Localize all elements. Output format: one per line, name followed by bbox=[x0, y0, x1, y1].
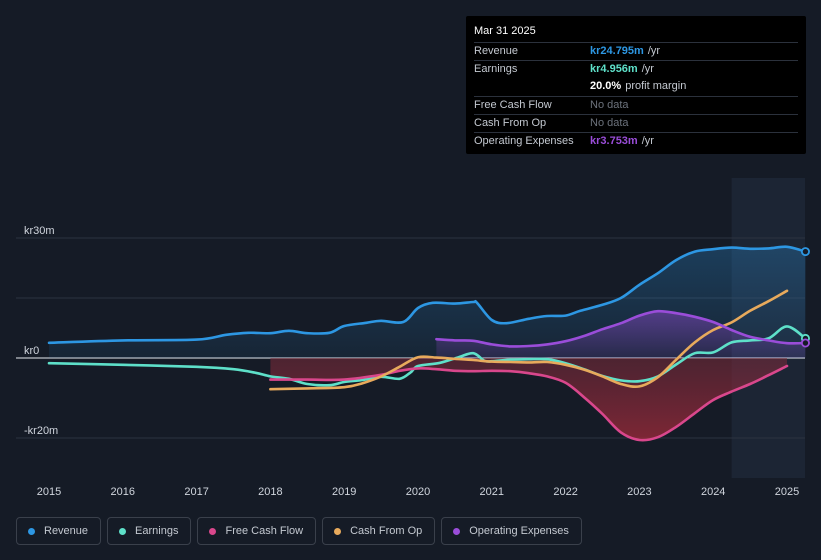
legend-item-operating-expenses[interactable]: Operating Expenses bbox=[441, 517, 582, 545]
operating-expenses-end-marker bbox=[800, 338, 810, 348]
legend-label: Revenue bbox=[44, 525, 89, 537]
x-tick-label: 2024 bbox=[701, 486, 725, 498]
tooltip-row: Cash From Op No data bbox=[474, 113, 798, 132]
tooltip-row: 20.0% profit margin bbox=[474, 78, 798, 95]
x-tick-label: 2022 bbox=[553, 486, 577, 498]
tooltip-row-label: Operating Expenses bbox=[474, 134, 574, 147]
tooltip-row-unit: /yr bbox=[641, 134, 654, 147]
operating-expenses-line bbox=[435, 309, 807, 348]
x-tick-label: 2023 bbox=[627, 486, 651, 498]
tooltip-row-value: No data bbox=[590, 98, 629, 111]
legend-label: Earnings bbox=[135, 525, 179, 537]
legend-item-earnings[interactable]: Earnings bbox=[107, 517, 192, 545]
legend-dot-icon bbox=[453, 527, 461, 535]
y-tick-label: -kr20m bbox=[24, 425, 58, 437]
x-tick-label: 2021 bbox=[480, 486, 504, 498]
x-tick-label: 2020 bbox=[406, 486, 430, 498]
legend-item-free-cash-flow[interactable]: Free Cash Flow bbox=[197, 517, 317, 545]
free-cash-flow-area bbox=[270, 358, 787, 441]
legend: Revenue Earnings Free Cash Flow Cash From O… bbox=[16, 517, 588, 545]
revenue-end-marker bbox=[800, 247, 810, 257]
x-tick-label: 2017 bbox=[184, 486, 208, 498]
tooltip-row-value: kr24.795m bbox=[590, 45, 644, 57]
tooltip-row-unit: profit margin bbox=[625, 80, 687, 93]
tooltip-row-label: Earnings bbox=[474, 63, 518, 76]
tooltip-row-unit: /yr bbox=[647, 45, 661, 57]
legend-dot-icon bbox=[28, 527, 35, 535]
tooltip: Mar 31 2025 Revenue kr24.795m/yr Earnings k… bbox=[466, 16, 806, 154]
tooltip-row-value: No data bbox=[590, 116, 629, 129]
tooltip-row-label bbox=[474, 78, 590, 95]
tooltip-row-unit: /yr bbox=[641, 63, 654, 76]
free-cash-flow-line bbox=[269, 364, 789, 442]
legend-label: Free Cash Flow bbox=[225, 525, 304, 537]
legend-label: Operating Expenses bbox=[469, 525, 569, 537]
tooltip-row: Earnings kr4.956m/yr bbox=[474, 60, 798, 78]
tooltip-row-label: Free Cash Flow bbox=[474, 98, 552, 111]
x-tick-label: 2015 bbox=[37, 486, 61, 498]
legend-dot-icon bbox=[119, 527, 127, 535]
tooltip-row: Free Cash Flow No data bbox=[474, 95, 798, 114]
x-tick-label: 2018 bbox=[258, 486, 282, 498]
x-tick-label: 2019 bbox=[332, 486, 356, 498]
tooltip-row: Operating Expenses kr3.753m/yr bbox=[474, 131, 798, 150]
tooltip-row-value: kr4.956m bbox=[590, 63, 638, 76]
tooltip-row-label: Cash From Op bbox=[474, 116, 547, 129]
tooltip-row: Revenue kr24.795m/yr bbox=[474, 42, 798, 60]
y-tick-label: kr30m bbox=[24, 225, 55, 237]
tooltip-row-label: Revenue bbox=[474, 45, 519, 57]
tooltip-date: Mar 31 2025 bbox=[474, 25, 536, 37]
cash-from-op-line bbox=[269, 289, 789, 391]
revenue-line bbox=[47, 245, 807, 345]
legend-item-cash-from-op[interactable]: Cash From Op bbox=[322, 517, 436, 545]
x-tick-label: 2016 bbox=[111, 486, 135, 498]
y-tick-label: kr0 bbox=[24, 345, 39, 357]
legend-dot-icon bbox=[334, 527, 342, 535]
legend-label: Cash From Op bbox=[350, 525, 423, 537]
x-tick-label: 2025 bbox=[775, 486, 799, 498]
legend-dot-icon bbox=[209, 527, 217, 535]
legend-item-revenue[interactable]: Revenue bbox=[16, 517, 102, 545]
tooltip-row-value: kr3.753m bbox=[590, 134, 638, 147]
tooltip-row-value: 20.0% bbox=[590, 80, 622, 93]
